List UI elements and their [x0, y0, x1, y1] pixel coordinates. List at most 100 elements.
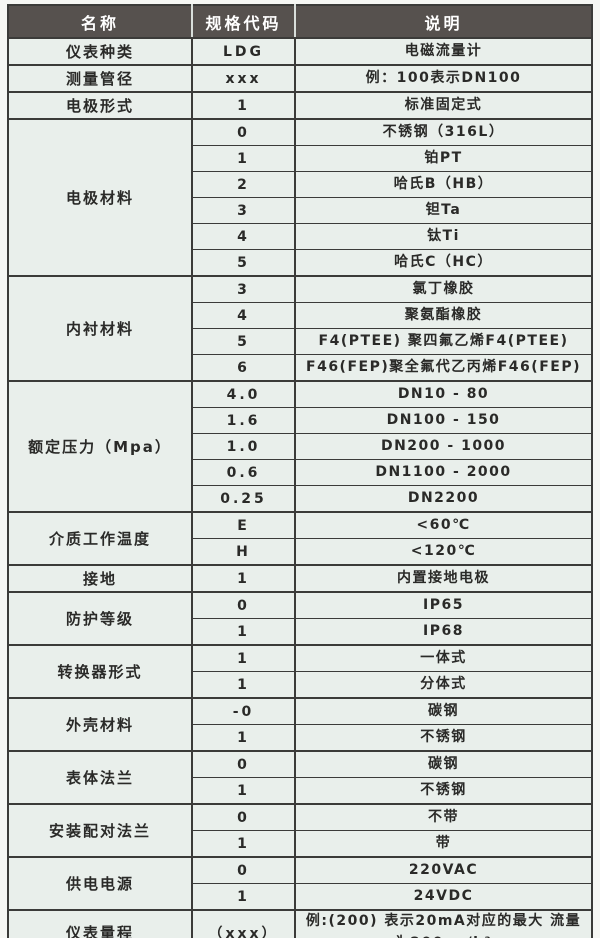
- desc-cell: 哈氏C（HC）: [294, 249, 593, 277]
- code-cell: 0: [191, 803, 296, 831]
- desc-cell: 一体式: [294, 644, 593, 672]
- table-row: 0.25 DN2200: [8, 485, 593, 513]
- desc-cell: 不锈钢: [294, 724, 593, 752]
- code-cell: 0: [191, 856, 296, 884]
- code-cell: 1: [191, 883, 296, 911]
- code-cell: H: [191, 538, 296, 566]
- table-row: 表体法兰 0 碳钢: [7, 750, 593, 805]
- desc-cell: 分体式: [294, 671, 593, 699]
- table-row: 外壳材料 -0 碳钢: [7, 697, 593, 752]
- desc-cell: 铂PT: [294, 145, 593, 172]
- code-cell: 6: [191, 354, 296, 382]
- desc-cell: 钛Ti: [294, 223, 593, 250]
- table-row: 5 F4(PTEE) 聚四氟乙烯F4(PTEE): [8, 328, 593, 355]
- code-cell: 2: [191, 171, 296, 198]
- desc-cell: IP65: [294, 591, 593, 619]
- table-row: 电极材料 0 不锈钢（316L）: [7, 118, 593, 277]
- group-name-cell: 接地: [7, 564, 193, 593]
- header-cell-code: 规格代码: [191, 5, 295, 39]
- group-name-cell: 仪表量程: [7, 908, 193, 938]
- desc-cell: 不带: [294, 803, 593, 831]
- table-row: 1 铂PT: [8, 145, 593, 172]
- desc-cell: 220VAC: [294, 856, 593, 884]
- code-cell: 1: [191, 618, 296, 646]
- table-row: 测量管径 xxx 例：100表示DN100: [7, 64, 593, 93]
- desc-cell: 例：100表示DN100: [294, 64, 593, 93]
- group-name-cell: 测量管径: [7, 64, 193, 93]
- code-cell: 1: [191, 724, 296, 752]
- group-name-cell: 安装配对法兰: [7, 803, 193, 858]
- group-name-cell: 仪表种类: [7, 37, 193, 66]
- header-row: 名称 规格代码 说明: [8, 5, 592, 39]
- desc-cell: 内置接地电极: [294, 564, 593, 593]
- table-row: 0.6 DN1100 - 2000: [8, 459, 593, 486]
- code-cell: E: [191, 511, 296, 539]
- table-row: 接地 1 内置接地电极: [7, 564, 593, 593]
- table-row: 2 哈氏B（HB）: [8, 171, 593, 198]
- code-cell: 1: [191, 671, 296, 699]
- table-row: 转换器形式 1 一体式: [7, 644, 593, 699]
- group-name-cell: 表体法兰: [7, 750, 193, 805]
- code-cell: -0: [191, 697, 296, 725]
- desc-cell: F46(FEP)聚全氟代乙丙烯F46(FEP): [294, 354, 593, 382]
- table-row: 1.0 DN200 - 1000: [8, 433, 593, 460]
- table-row: 1 不锈钢: [8, 777, 593, 805]
- table-row: 防护等级 0 IP65: [7, 591, 593, 646]
- table-row: 4 钛Ti: [8, 223, 593, 250]
- desc-cell: 24VDC: [294, 883, 593, 911]
- table-body: 仪表种类 LDG 电磁流量计 测量管径 xxx 例：100表示DN100 电极形式 1 标准固定…: [7, 37, 593, 938]
- desc-cell: DN100 - 150: [294, 407, 593, 434]
- code-cell: 0: [191, 750, 296, 778]
- desc-cell: <60℃: [294, 511, 593, 539]
- code-cell: 1.0: [191, 433, 296, 460]
- desc-cell: 钽Ta: [294, 197, 593, 224]
- desc-cell: <120℃: [294, 538, 593, 566]
- desc-cell: F4(PTEE) 聚四氟乙烯F4(PTEE): [294, 328, 593, 355]
- spec-table: 名称 规格代码 说明 仪表种类 LDG 电磁流量计 测量管径 xxx 例：100表示DN1…: [7, 4, 593, 938]
- desc-cell: DN1100 - 2000: [294, 459, 593, 486]
- code-cell: 4.0: [191, 380, 296, 408]
- table-row: 安装配对法兰 0 不带: [7, 803, 593, 858]
- code-cell: 0.6: [191, 459, 296, 486]
- group-name-cell: 电极材料: [7, 118, 193, 277]
- table-row: 6 F46(FEP)聚全氟代乙丙烯F46(FEP): [8, 354, 593, 382]
- table-row: 1 不锈钢: [8, 724, 593, 752]
- desc-cell: DN10 - 80: [294, 380, 593, 408]
- table-row: 5 哈氏C（HC）: [8, 249, 593, 277]
- code-cell: 1: [191, 91, 296, 120]
- table-row: 1 24VDC: [8, 883, 593, 911]
- desc-cell: DN2200: [294, 485, 593, 513]
- desc-cell: 例:(200) 表示20mA对应的最大 流量为200m /h³: [294, 908, 593, 938]
- code-cell: 1: [191, 777, 296, 805]
- desc-cell: 标准固定式: [294, 91, 593, 120]
- code-cell: 1: [191, 644, 296, 672]
- code-cell: 3: [191, 275, 296, 303]
- group-name-cell: 内衬材料: [7, 275, 193, 382]
- desc-cell: 聚氨酯橡胶: [294, 302, 593, 329]
- desc-cell: 电磁流量计: [294, 37, 593, 66]
- code-cell: 0: [191, 118, 296, 146]
- code-cell: 0.25: [191, 485, 296, 513]
- code-cell: 1.6: [191, 407, 296, 434]
- table-row: 仪表种类 LDG 电磁流量计: [7, 37, 593, 66]
- table-row: 1.6 DN100 - 150: [8, 407, 593, 434]
- desc-cell: 氯丁橡胶: [294, 275, 593, 303]
- table-row: 1 IP68: [8, 618, 593, 646]
- desc-cell: 带: [294, 830, 593, 858]
- group-name-cell: 额定压力（Mpa）: [7, 380, 193, 513]
- group-name-cell: 转换器形式: [7, 644, 193, 699]
- desc-cell: 哈氏B（HB）: [294, 171, 593, 198]
- desc-cell: 碳钢: [294, 697, 593, 725]
- code-cell: 5: [191, 249, 296, 277]
- table-row: 供电电源 0 220VAC: [7, 856, 593, 911]
- code-cell: 1: [191, 564, 296, 593]
- code-cell: LDG: [191, 37, 296, 66]
- table-row: 额定压力（Mpa） 4.0 DN10 - 80: [7, 380, 593, 513]
- code-cell: （xxx）: [191, 908, 296, 938]
- desc-cell: DN200 - 1000: [294, 433, 593, 460]
- code-cell: 1: [191, 145, 296, 172]
- group-name-cell: 外壳材料: [7, 697, 193, 752]
- desc-cell: 不锈钢: [294, 777, 593, 805]
- header-cell-name: 名称: [8, 5, 192, 39]
